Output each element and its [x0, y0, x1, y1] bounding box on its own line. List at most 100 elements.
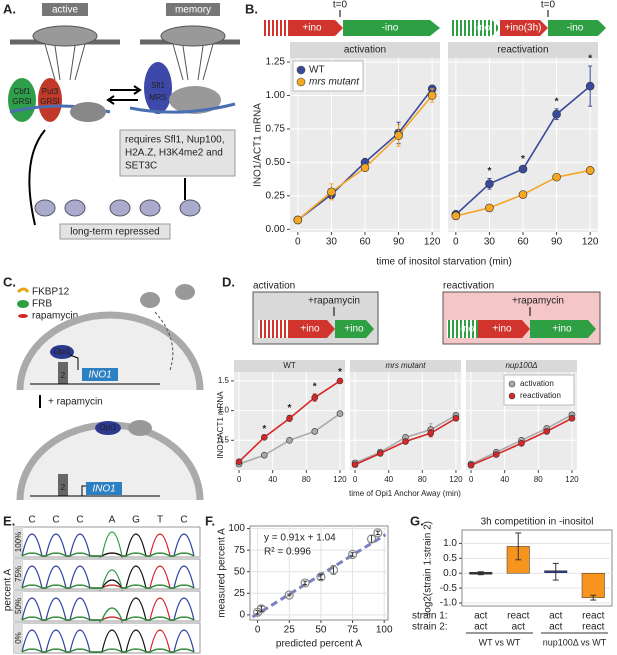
t0-label: t=0	[541, 0, 556, 11]
pore-basket	[172, 43, 214, 81]
facet-title: reactivation	[497, 45, 548, 56]
ribosome	[140, 292, 160, 308]
data-point	[552, 109, 561, 119]
gene-label: INO1	[88, 370, 111, 381]
protocol-striped	[452, 20, 500, 36]
data-point	[235, 458, 243, 465]
x-tick-label: 120	[424, 237, 441, 248]
protocol-label: -ino	[382, 23, 399, 34]
protein-label: Opi1	[54, 347, 71, 356]
x-tick-label: 30	[326, 237, 338, 248]
x-tick-label: 30	[484, 237, 496, 248]
y-tick-label: 100	[228, 523, 245, 534]
repression	[69, 354, 79, 370]
data-point	[518, 439, 525, 447]
protocol-label: +ino	[302, 23, 322, 34]
frb-icon	[17, 300, 29, 308]
x-tick-label: 80	[418, 475, 427, 484]
row-label: 100%	[14, 532, 23, 552]
legend-label: FKBP12	[32, 287, 70, 298]
ribosome	[128, 420, 152, 436]
drug-label: +rapamycin	[308, 296, 360, 307]
y-tick-label: 0.5	[443, 553, 457, 564]
x-tick-label: 40	[384, 475, 393, 484]
panel-label: A.	[3, 1, 16, 16]
data-point	[360, 163, 370, 173]
element-label: MRS	[149, 93, 167, 102]
protocol-label: -ino	[474, 23, 491, 34]
protocol-arrow	[290, 20, 343, 36]
category-label: act	[549, 622, 563, 633]
category-label: react	[582, 611, 604, 622]
y-tick-label: 1.5	[218, 376, 230, 385]
row-header: strain 1:	[412, 611, 448, 622]
x-tick-label: 60	[359, 237, 371, 248]
x-tick-label: 120	[449, 475, 463, 484]
panel-label: G.	[410, 513, 424, 528]
data-point	[376, 450, 384, 457]
protein-label: Cbf1	[14, 87, 31, 96]
pore	[160, 25, 226, 47]
t0-label: t=0	[333, 0, 348, 11]
pore-basket	[44, 43, 86, 81]
data-point	[351, 461, 359, 468]
element-label: GRSI	[12, 97, 32, 106]
x-axis-label: time of inositol starvation (min)	[376, 257, 512, 268]
row-strip	[14, 591, 23, 621]
facet-strip	[234, 360, 345, 372]
legend-label: WT	[309, 65, 325, 76]
x-tick-label: 25	[284, 625, 296, 636]
x-axis-label: time of Opi1 Anchor Away (min)	[349, 489, 461, 498]
significance: *	[555, 97, 559, 108]
category-label: act	[474, 622, 488, 633]
group-label: nup100Δ vs WT	[543, 637, 607, 647]
fkbp12-icon	[16, 287, 30, 294]
data-point	[293, 215, 303, 225]
put3	[38, 78, 62, 122]
protocol-arrow	[530, 320, 596, 338]
base-letter: G	[132, 515, 140, 526]
x-tick-label: 0	[255, 625, 261, 636]
requires-text: H2A.Z, H3K4me2 and	[125, 148, 223, 159]
x-tick-label: 50	[315, 625, 327, 636]
data-point	[347, 549, 358, 560]
trace	[21, 607, 195, 621]
data-point	[467, 461, 475, 469]
cycle-arrows	[28, 129, 186, 226]
facet-title: nup100Δ	[505, 361, 537, 370]
legend-swatch	[296, 65, 306, 75]
legend-swatch	[508, 392, 516, 400]
y-tick-label: -1.0	[440, 598, 458, 609]
protocol-striped	[258, 320, 288, 338]
y-tick-label: 1.0	[443, 538, 457, 549]
y-tick-label: 75	[234, 545, 246, 556]
panel-a: active memory Cbf1 GRSI Put3 GRSI Sfl1 M…	[8, 3, 240, 240]
data-point	[256, 604, 266, 614]
dna-complex	[58, 362, 68, 384]
category-label: act	[549, 611, 563, 622]
y-tick-label: 0.5	[218, 435, 230, 444]
panel-b-protocol: t=0 +ino -ino -ino +ino(3h) t=0 -ino INO…	[253, 0, 606, 268]
data-point	[336, 410, 344, 417]
data-point	[427, 91, 437, 100]
trace	[21, 531, 195, 557]
data-point	[327, 187, 336, 197]
panel-label: F.	[205, 513, 215, 528]
significance: *	[487, 166, 491, 177]
y-tick-label: 1.25	[266, 57, 286, 68]
x-tick-label: 0	[453, 237, 459, 248]
x-tick-label: 40	[500, 475, 509, 484]
protocol-label: +ino	[492, 324, 512, 335]
significance: *	[262, 424, 266, 435]
protocol-striped	[447, 320, 478, 338]
y-axis-label: measured percent A	[217, 528, 228, 618]
protocol-arrow	[335, 320, 374, 338]
trace-box	[13, 590, 201, 622]
y-tick-label: 25	[234, 588, 246, 599]
protocol-label: +ino	[552, 324, 572, 335]
data-point	[286, 437, 293, 444]
significance: *	[588, 54, 592, 65]
base-letter: T	[157, 515, 163, 526]
category-label: react	[507, 611, 529, 622]
state-label: active	[52, 5, 79, 16]
